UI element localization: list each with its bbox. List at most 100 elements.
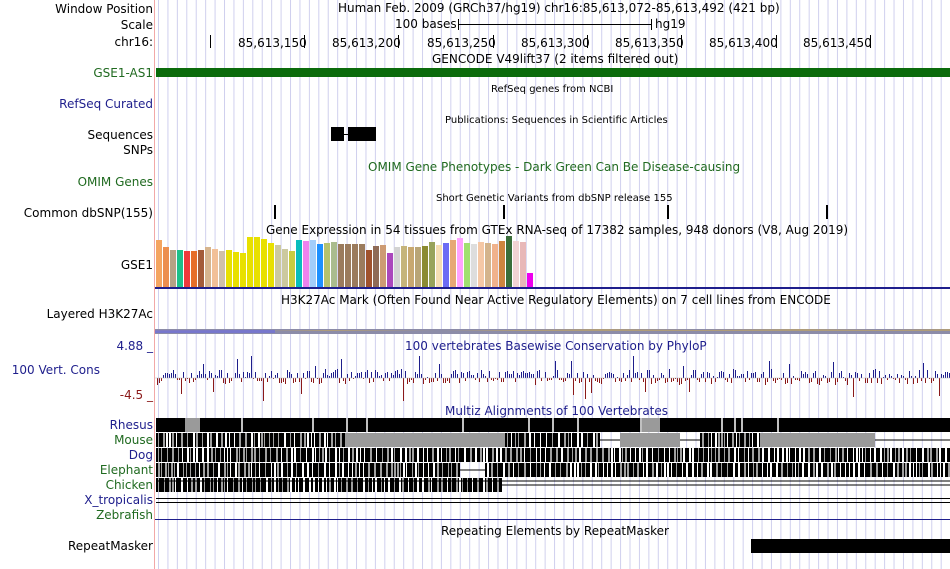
- h3k27ac-track-label[interactable]: Layered H3K27Ac: [46, 307, 153, 321]
- phylop-bar: [589, 378, 590, 382]
- phylop-bar: [821, 378, 822, 381]
- omim-track-label[interactable]: OMIM Genes: [77, 175, 153, 189]
- phylop-bar: [861, 374, 862, 378]
- dog-mismatch: [441, 448, 442, 462]
- elephant-mismatch: [287, 463, 288, 477]
- elephant-mismatch: [352, 463, 353, 477]
- phylop-bar: [909, 371, 910, 378]
- dog-mismatch: [370, 448, 372, 462]
- phylop-bar: [915, 376, 916, 378]
- phylop-bar: [211, 373, 212, 378]
- dog-mismatch: [795, 448, 796, 462]
- chicken-mismatch: [486, 478, 488, 492]
- dog-mismatch: [319, 448, 320, 462]
- dog-mismatch: [622, 448, 623, 462]
- phylop-bar: [843, 377, 844, 378]
- chicken-mismatch: [363, 478, 365, 492]
- phylop-bar: [875, 369, 876, 378]
- dog-mismatch: [158, 448, 159, 462]
- species-label-rhesus[interactable]: Rhesus: [109, 418, 153, 432]
- dog-mismatch: [945, 448, 947, 462]
- species-label-dog[interactable]: Dog: [128, 448, 153, 462]
- phylop-bar: [315, 366, 316, 378]
- chicken-mismatch: [492, 478, 493, 492]
- mouse-mismatch: [752, 433, 753, 447]
- mouse-mismatch: [568, 433, 569, 447]
- gtex-bar: [226, 250, 232, 287]
- dog-mismatch: [683, 448, 685, 462]
- phylop-bar: [339, 378, 340, 383]
- gtex-bar: [282, 249, 288, 287]
- mouse-mismatch: [739, 433, 740, 447]
- dog-mismatch: [936, 448, 938, 462]
- repeatmasker-track-label[interactable]: RepeatMasker: [67, 539, 153, 553]
- gtex-bar: [254, 237, 260, 287]
- phylop-bar: [275, 375, 276, 378]
- elephant-mismatch: [235, 463, 237, 477]
- tick-label: 85,613,300: [521, 36, 590, 50]
- phylop-bar: [889, 374, 890, 378]
- species-label-x-tropicalis[interactable]: X_tropicalis: [84, 493, 153, 507]
- dog-mismatch: [437, 448, 439, 462]
- gtex-track-label[interactable]: GSE1: [120, 258, 153, 272]
- phylop-bar: [409, 378, 410, 382]
- gencode-gene-label[interactable]: GSE1-AS1: [93, 66, 153, 80]
- phylop-bar: [601, 378, 602, 384]
- elephant-mismatch: [456, 463, 458, 477]
- dog-mismatch: [329, 448, 330, 462]
- elephant-mismatch: [692, 463, 694, 477]
- mouse-block: [620, 433, 680, 447]
- chicken-mismatch: [334, 478, 336, 492]
- phylop-bar: [887, 378, 888, 380]
- species-label-zebrafish[interactable]: Zebrafish: [96, 508, 153, 522]
- species-label-elephant[interactable]: Elephant: [99, 463, 153, 477]
- chicken-mismatch: [290, 478, 292, 492]
- dog-mismatch: [300, 448, 301, 462]
- gtex-bar: [492, 244, 498, 287]
- rhesus-mismatch: [777, 418, 779, 432]
- phylop-bar: [157, 378, 158, 385]
- phylop-bar: [945, 372, 946, 378]
- dbsnp-track-label[interactable]: Common dbSNP(155): [23, 206, 153, 220]
- species-label-chicken[interactable]: Chicken: [105, 478, 153, 492]
- dog-mismatch: [196, 448, 198, 462]
- dog-mismatch: [853, 448, 854, 462]
- publications-sequences-label[interactable]: Sequences: [87, 128, 153, 142]
- phylop-bar: [557, 370, 558, 378]
- refseq-track-label[interactable]: RefSeq Curated: [59, 97, 153, 111]
- elephant-mismatch: [251, 463, 252, 477]
- phylop-bar: [571, 361, 572, 378]
- label-separator[interactable]: [154, 0, 155, 569]
- chicken-mismatch: [169, 478, 171, 492]
- dog-mismatch: [496, 448, 498, 462]
- elephant-mismatch: [359, 463, 360, 477]
- phylop-bar: [183, 372, 184, 378]
- species-label-mouse[interactable]: Mouse: [114, 433, 153, 447]
- elephant-mismatch: [508, 463, 510, 477]
- elephant-mismatch: [342, 463, 344, 477]
- conservation-track-label[interactable]: 100 Vert. Cons: [11, 363, 100, 377]
- phylop-bar: [505, 372, 506, 378]
- gtex-bar: [436, 245, 442, 287]
- phylop-bar: [217, 376, 218, 378]
- rhesus-mismatch: [640, 418, 642, 432]
- mouse-mismatch: [577, 433, 579, 447]
- phylop-bar: [563, 378, 564, 382]
- phylop-bar: [293, 378, 294, 383]
- mouse-mismatch: [596, 433, 598, 447]
- chicken-mismatch: [318, 478, 319, 492]
- phylop-bar: [649, 370, 650, 378]
- mouse-mismatch: [251, 433, 253, 447]
- chicken-mismatch: [313, 478, 315, 492]
- phylop-bar: [635, 373, 636, 378]
- gtex-bar: [366, 250, 372, 287]
- gtex-bar: [352, 244, 358, 287]
- dog-mismatch: [887, 448, 889, 462]
- phylop-bar: [349, 378, 350, 381]
- publications-snps-label[interactable]: SNPs: [123, 143, 153, 157]
- phylop-bar: [385, 373, 386, 378]
- phylop-bar: [193, 378, 194, 382]
- dog-mismatch: [602, 448, 604, 462]
- dog-mismatch: [276, 448, 278, 462]
